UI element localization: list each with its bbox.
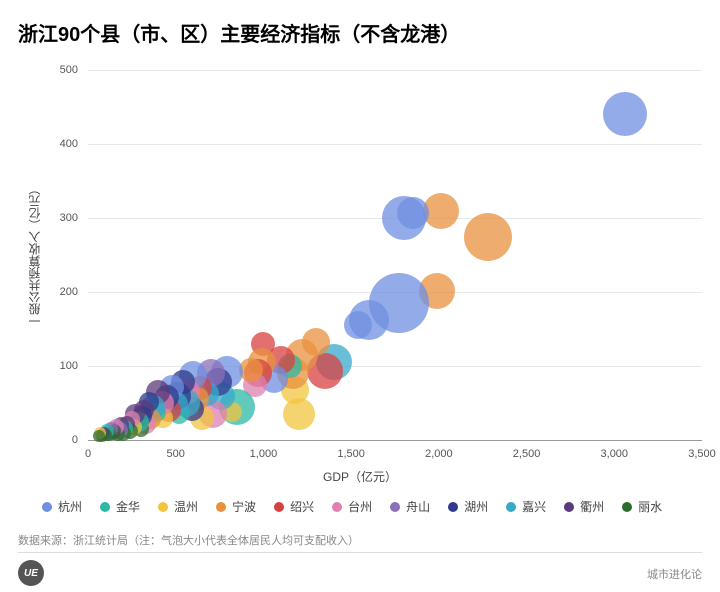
legend-item[interactable]: 绍兴 [274,498,314,515]
legend-label: 嘉兴 [522,498,546,515]
y-tick-label: 300 [18,212,78,224]
legend-label: 台州 [348,498,372,515]
legend-dot-icon [274,502,284,512]
legend-item[interactable]: 湖州 [448,498,488,515]
chart-container: 一般公共预算收入（亿元） 010020030040050005001,0001,… [18,70,702,470]
gridline [88,70,702,71]
x-axis-baseline [88,440,702,441]
publisher-badge-icon: UE [18,560,44,586]
legend-item[interactable]: 舟山 [390,498,430,515]
data-source: 数据来源：浙江统计局（注：气泡大小代表全体居民人均可支配收入） [18,532,359,548]
y-tick-label: 500 [18,64,78,76]
y-tick-label: 200 [18,286,78,298]
x-tick-label: 0 [85,448,91,460]
x-axis-label: GDP（亿元） [18,468,702,485]
legend-item[interactable]: 杭州 [42,498,82,515]
x-tick-label: 2,000 [425,448,453,460]
legend-label: 湖州 [464,498,488,515]
footer-divider [18,552,702,553]
legend-dot-icon [216,502,226,512]
legend-dot-icon [448,502,458,512]
legend-item[interactable]: 嘉兴 [506,498,546,515]
legend-item[interactable]: 衢州 [564,498,604,515]
legend-label: 宁波 [232,498,256,515]
publisher-credit: 城市进化论 [647,566,702,582]
data-bubble[interactable] [283,398,315,430]
legend-dot-icon [390,502,400,512]
x-tick-label: 500 [167,448,185,460]
chart-title: 浙江90个县（市、区）主要经济指标（不含龙港） [0,0,720,47]
x-tick-label: 3,500 [688,448,716,460]
legend-label: 绍兴 [290,498,314,515]
data-bubble[interactable] [239,358,263,382]
data-bubble[interactable] [603,92,647,136]
legend-dot-icon [622,502,632,512]
plot-area: 010020030040050005001,0001,5002,0002,500… [88,70,702,440]
x-tick-label: 2,500 [513,448,541,460]
legend-label: 舟山 [406,498,430,515]
x-tick-label: 3,000 [601,448,629,460]
legend-label: 温州 [174,498,198,515]
legend: 杭州 金华 温州 宁波 绍兴 台州 舟山 湖州 嘉兴 衢州 丽水 [42,498,682,515]
gridline [88,366,702,367]
legend-dot-icon [332,502,342,512]
legend-item[interactable]: 台州 [332,498,372,515]
x-tick-label: 1,500 [337,448,365,460]
x-tick-label: 1,000 [250,448,278,460]
data-bubble[interactable] [93,430,105,442]
legend-label: 衢州 [580,498,604,515]
legend-item[interactable]: 金华 [100,498,140,515]
legend-item[interactable]: 宁波 [216,498,256,515]
data-bubble[interactable] [344,311,372,339]
legend-item[interactable]: 丽水 [622,498,662,515]
data-bubble[interactable] [464,213,512,261]
legend-label: 杭州 [58,498,82,515]
y-axis-label: 一般公共预算收入（亿元） [26,183,43,327]
y-tick-label: 100 [18,360,78,372]
legend-item[interactable]: 温州 [158,498,198,515]
y-tick-label: 0 [18,434,78,446]
legend-dot-icon [100,502,110,512]
gridline [88,144,702,145]
legend-dot-icon [42,502,52,512]
legend-label: 金华 [116,498,140,515]
data-bubble[interactable] [382,196,426,240]
legend-label: 丽水 [638,498,662,515]
legend-dot-icon [564,502,574,512]
legend-dot-icon [158,502,168,512]
legend-dot-icon [506,502,516,512]
y-tick-label: 400 [18,138,78,150]
